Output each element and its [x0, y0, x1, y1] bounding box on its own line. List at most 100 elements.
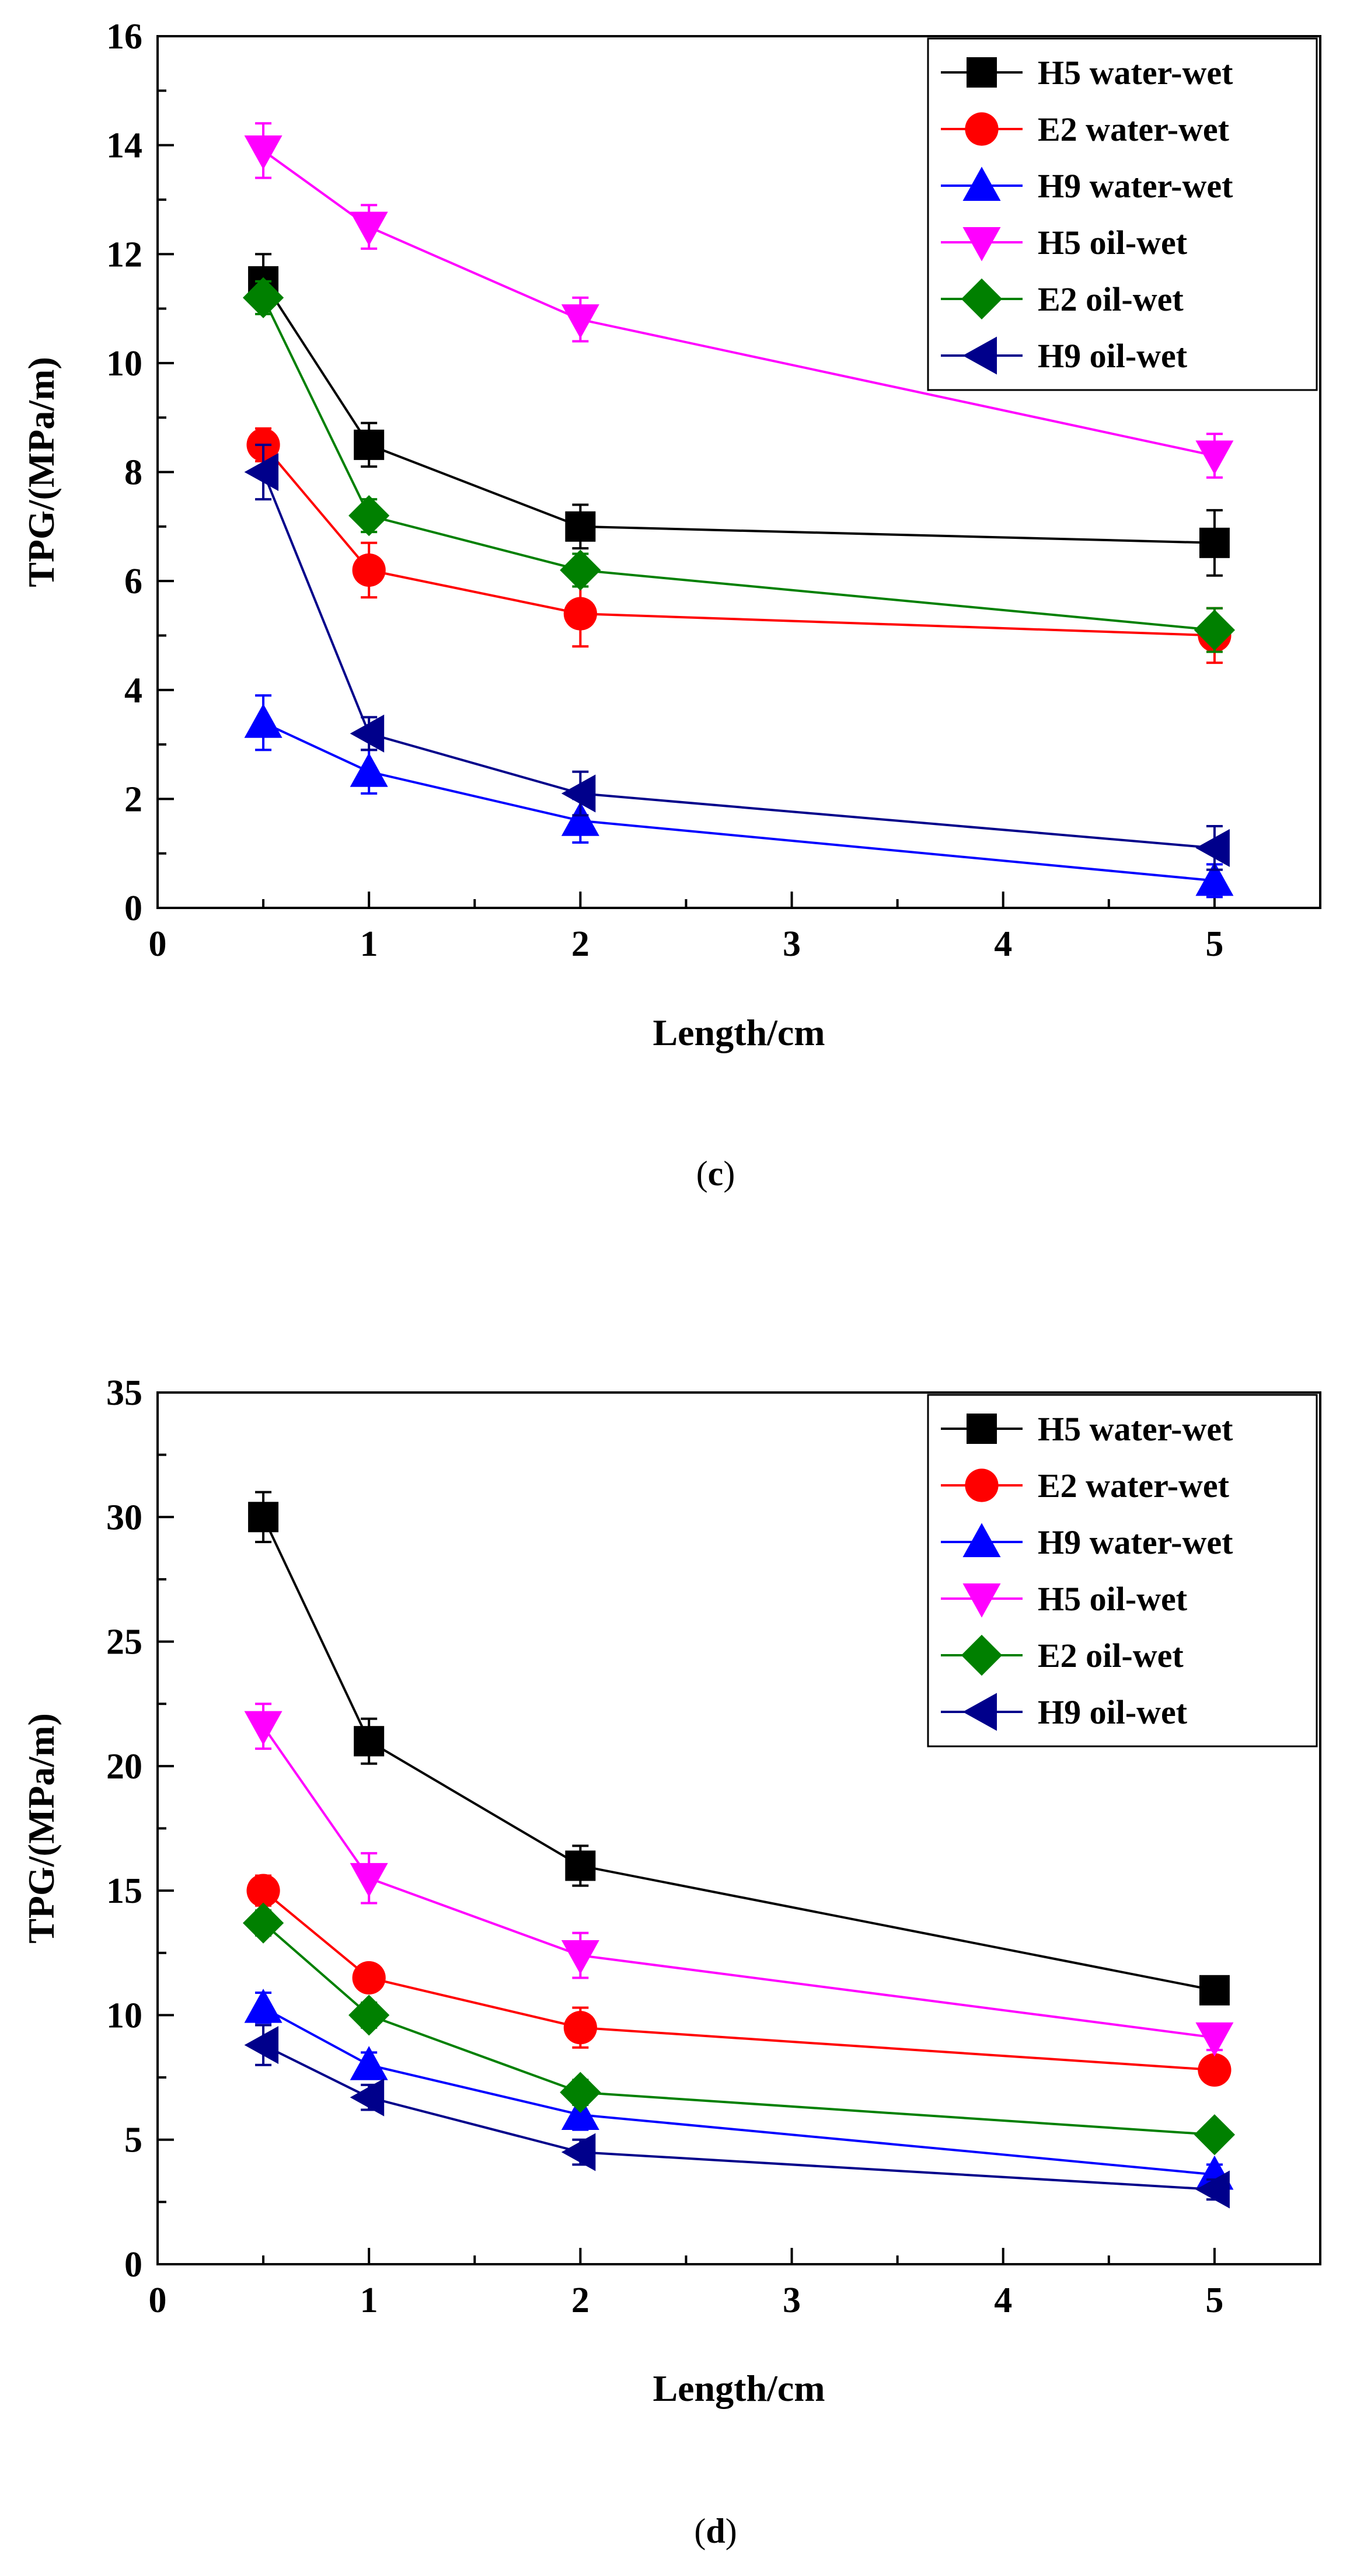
- y-tick-label: 14: [106, 126, 142, 166]
- x-tick-label: 3: [783, 924, 801, 964]
- y-tick-label: 6: [124, 562, 142, 601]
- data-point: [244, 1711, 282, 1746]
- legend-label: H9 water-wet: [1038, 167, 1233, 205]
- data-point: [1195, 2170, 1230, 2209]
- data-point: [563, 2011, 597, 2045]
- series-line: [263, 721, 1215, 882]
- series-h9-water-wet: [244, 694, 1234, 899]
- y-tick-label: 10: [106, 1996, 142, 2035]
- data-point: [561, 2133, 596, 2171]
- legend-label: E2 oil-wet: [1038, 1637, 1184, 1675]
- y-tick-label: 25: [106, 1623, 142, 1662]
- series-line: [262, 444, 1215, 637]
- x-tick-label: 0: [149, 2281, 167, 2320]
- legend-label: H5 water-wet: [1038, 1410, 1233, 1448]
- legend-marker: [965, 1468, 999, 1502]
- x-tick-label: 4: [994, 2281, 1012, 2320]
- data-point: [1198, 2053, 1232, 2087]
- panel-caption: (d): [694, 2512, 737, 2550]
- data-point: [348, 495, 390, 537]
- series-h9-water-wet: [244, 1989, 1234, 2190]
- x-tick-label: 0: [149, 924, 167, 964]
- legend-label: H5 oil-wet: [1038, 1580, 1188, 1618]
- data-point: [565, 511, 596, 542]
- x-tick-label: 4: [994, 924, 1012, 964]
- legend-marker: [962, 1583, 1001, 1618]
- x-tick-label: 2: [571, 2281, 589, 2320]
- series-h9-oil-wet: [244, 2024, 1230, 2209]
- y-tick-label: 8: [124, 453, 142, 493]
- y-tick-label: 35: [106, 1373, 142, 1413]
- data-point: [352, 553, 386, 587]
- legend-box: [927, 37, 1318, 391]
- y-tick-label: 2: [124, 779, 142, 819]
- y-tick-label: 0: [124, 2245, 142, 2285]
- data-point: [244, 453, 279, 491]
- panel-caption: (c): [696, 1154, 735, 1193]
- data-point: [561, 774, 596, 813]
- caption-paren-close: ): [725, 2512, 737, 2550]
- data-point: [350, 2046, 388, 2080]
- series-line: [263, 2006, 1215, 2176]
- data-point: [565, 1850, 596, 1881]
- y-tick-label: 15: [106, 1871, 142, 1911]
- legend-label: H9 oil-wet: [1038, 337, 1188, 375]
- data-point: [561, 304, 599, 339]
- legend-marker: [961, 278, 1003, 320]
- series-h5-oil-wet: [244, 122, 1234, 479]
- legend-entry: H5 oil-wet: [941, 224, 1188, 262]
- x-tick-label: 1: [360, 924, 378, 964]
- legend-entry: E2 water-wet: [941, 1467, 1230, 1505]
- series-line: [263, 2044, 1215, 2191]
- y-tick-label: 20: [106, 1747, 142, 1787]
- data-point: [1194, 610, 1236, 651]
- legend-box: [927, 1394, 1318, 1747]
- data-point: [350, 2078, 385, 2117]
- legend-entry: H9 oil-wet: [941, 336, 1188, 375]
- data-point: [1195, 2022, 1234, 2057]
- x-axis-title: Length/cm: [653, 1012, 825, 1053]
- data-point: [1195, 861, 1234, 896]
- data-point: [248, 1502, 279, 1533]
- data-point: [1199, 527, 1230, 558]
- y-tick-label: 4: [124, 671, 142, 711]
- y-axis-title: TPG/(MPa/m): [20, 1713, 62, 1944]
- legend-marker: [962, 227, 1001, 262]
- legend-entry: H5 water-wet: [941, 1410, 1233, 1448]
- legend-marker: [962, 166, 1001, 201]
- x-tick-label: 2: [571, 924, 589, 964]
- legend-marker: [962, 1523, 1001, 1557]
- legend-marker: [967, 1414, 997, 1444]
- x-tick-label: 5: [1205, 2281, 1223, 2320]
- series-line: [262, 1889, 1215, 2072]
- legend-label: E2 water-wet: [1038, 1467, 1230, 1505]
- caption-paren-close: ): [723, 1154, 735, 1193]
- x-axis-title: Length/cm: [653, 2368, 825, 2409]
- y-tick-label: 16: [106, 17, 142, 57]
- data-point: [350, 753, 388, 787]
- legend-entry: H9 water-wet: [941, 1523, 1233, 1561]
- data-point: [1194, 2114, 1236, 2156]
- series-h5-oil-wet: [244, 1703, 1234, 2057]
- data-point: [561, 2095, 599, 2131]
- legend-marker: [961, 1634, 1003, 1676]
- y-tick-label: 30: [106, 1498, 142, 1537]
- y-axis-title: TPG/(MPa/m): [20, 357, 62, 587]
- data-point: [244, 704, 282, 738]
- series-line: [262, 1725, 1215, 2039]
- y-tick-label: 12: [106, 235, 142, 274]
- data-point: [244, 135, 282, 170]
- legend-label: H5 water-wet: [1038, 54, 1233, 92]
- legend-entry: E2 oil-wet: [941, 278, 1184, 320]
- caption-paren-open: (: [694, 2512, 706, 2550]
- data-point: [350, 714, 385, 753]
- caption-letter: d: [706, 2512, 725, 2550]
- legend-label: H5 oil-wet: [1038, 224, 1188, 262]
- legend-entry: E2 water-wet: [941, 110, 1230, 148]
- legend-entry: H9 oil-wet: [941, 1693, 1188, 1731]
- data-point: [352, 1961, 386, 1995]
- data-point: [354, 429, 385, 460]
- data-point: [350, 211, 388, 246]
